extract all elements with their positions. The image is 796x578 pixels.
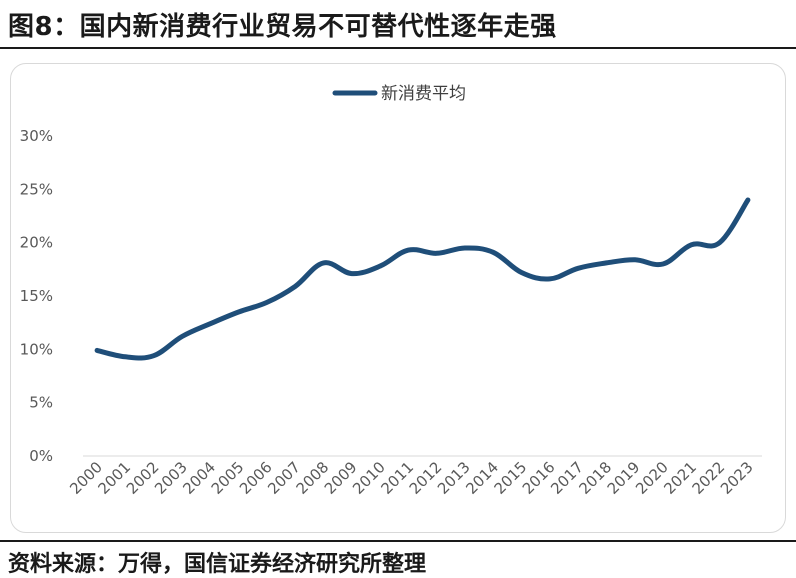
y-tick-label: 25% [20,180,53,198]
legend: 新消费平均 [332,84,466,104]
x-tick-label: 2023 [717,458,757,498]
y-tick-label: 20% [20,234,53,252]
series-line-新消费平均 [94,197,751,361]
y-tick-label: 5% [29,394,53,412]
y-tick-label: 10% [20,340,53,358]
x-axis-ticks: 2000200120022003200420052006200720082009… [66,458,756,498]
source-divider [0,540,796,542]
legend-label: 新消费平均 [381,84,466,104]
title-divider [0,47,796,49]
y-axis-ticks: 0% 5% 10% 15% 20% 25% 30% [20,127,53,465]
y-tick-label: 0% [29,447,53,465]
y-tick-label: 30% [20,127,53,145]
chart-frame [10,63,786,533]
y-tick-label: 15% [20,287,53,305]
source-note: 资料来源：万得，国信证券经济研究所整理 [8,552,427,577]
figure-title: 图8：国内新消费行业贸易不可替代性逐年走强 [8,12,557,42]
